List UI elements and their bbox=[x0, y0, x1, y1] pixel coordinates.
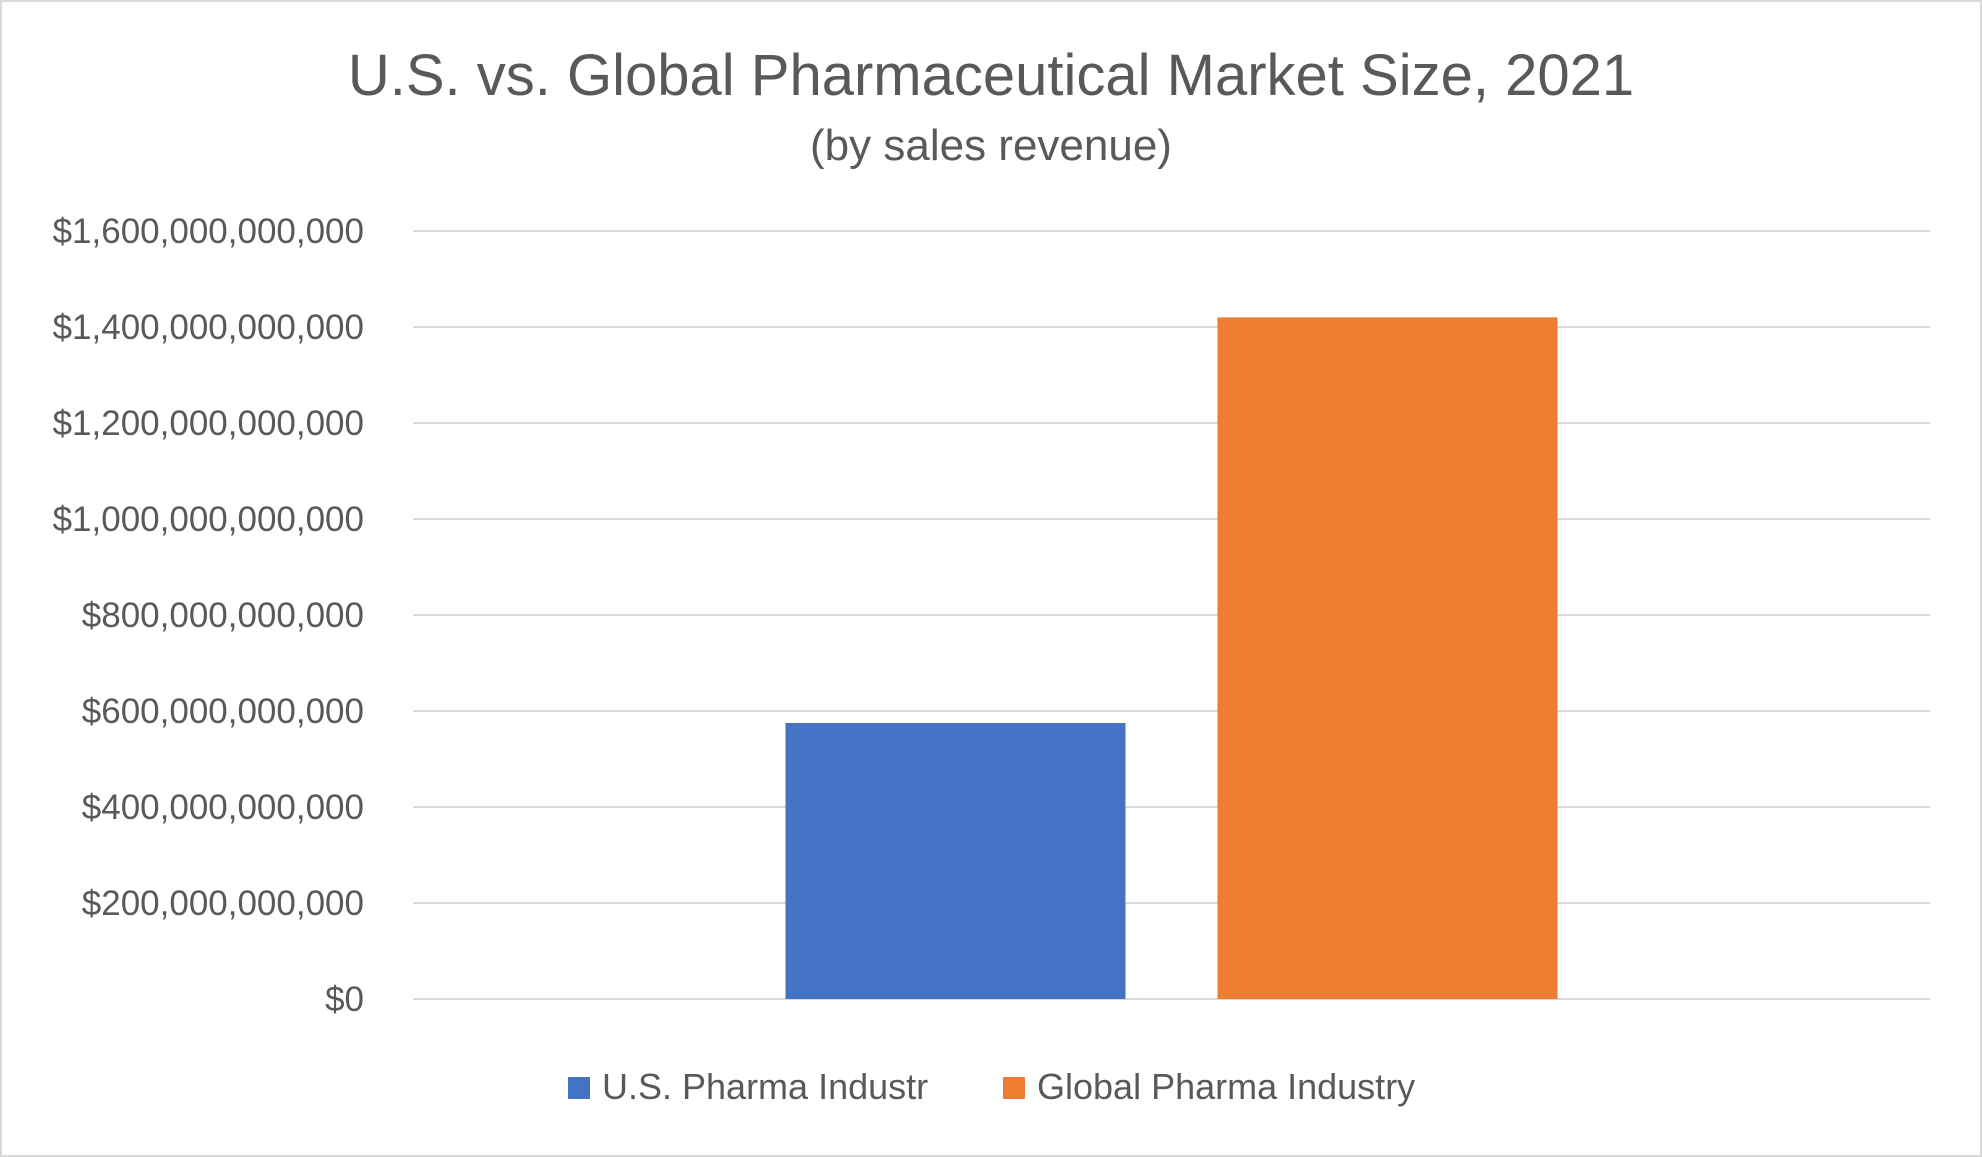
legend-swatch bbox=[1003, 1077, 1025, 1099]
y-tick-label: $800,000,000,000 bbox=[82, 596, 364, 635]
bar-us-pharma bbox=[785, 723, 1126, 999]
y-tick-label: $1,600,000,000,000 bbox=[53, 212, 364, 251]
y-axis-tick-labels: $0 $200,000,000,000 $400,000,000,000 $600,0… bbox=[53, 212, 364, 1019]
y-tick-label: $1,000,000,000,000 bbox=[53, 500, 364, 539]
y-tick-label: $600,000,000,000 bbox=[82, 692, 364, 731]
y-tick-label: $1,200,000,000,000 bbox=[53, 404, 364, 443]
bar-global-pharma bbox=[1217, 317, 1558, 999]
y-tick-label: $400,000,000,000 bbox=[82, 788, 364, 827]
legend-swatch bbox=[568, 1077, 590, 1099]
chart-subtitle: (by sales revenue) bbox=[810, 121, 1172, 170]
y-tick-label: $0 bbox=[325, 980, 364, 1019]
legend-label: Global Pharma Industry bbox=[1037, 1066, 1415, 1107]
chart-title: U.S. vs. Global Pharmaceutical Market Si… bbox=[348, 43, 1634, 108]
legend-label: U.S. Pharma Industr bbox=[602, 1066, 928, 1107]
legend: U.S. Pharma Industr Global Pharma Industr… bbox=[568, 1066, 1415, 1107]
gridlines bbox=[413, 230, 1930, 1000]
y-tick-label: $1,400,000,000,000 bbox=[53, 308, 364, 347]
y-tick-label: $200,000,000,000 bbox=[82, 884, 364, 923]
bars bbox=[785, 317, 1558, 999]
